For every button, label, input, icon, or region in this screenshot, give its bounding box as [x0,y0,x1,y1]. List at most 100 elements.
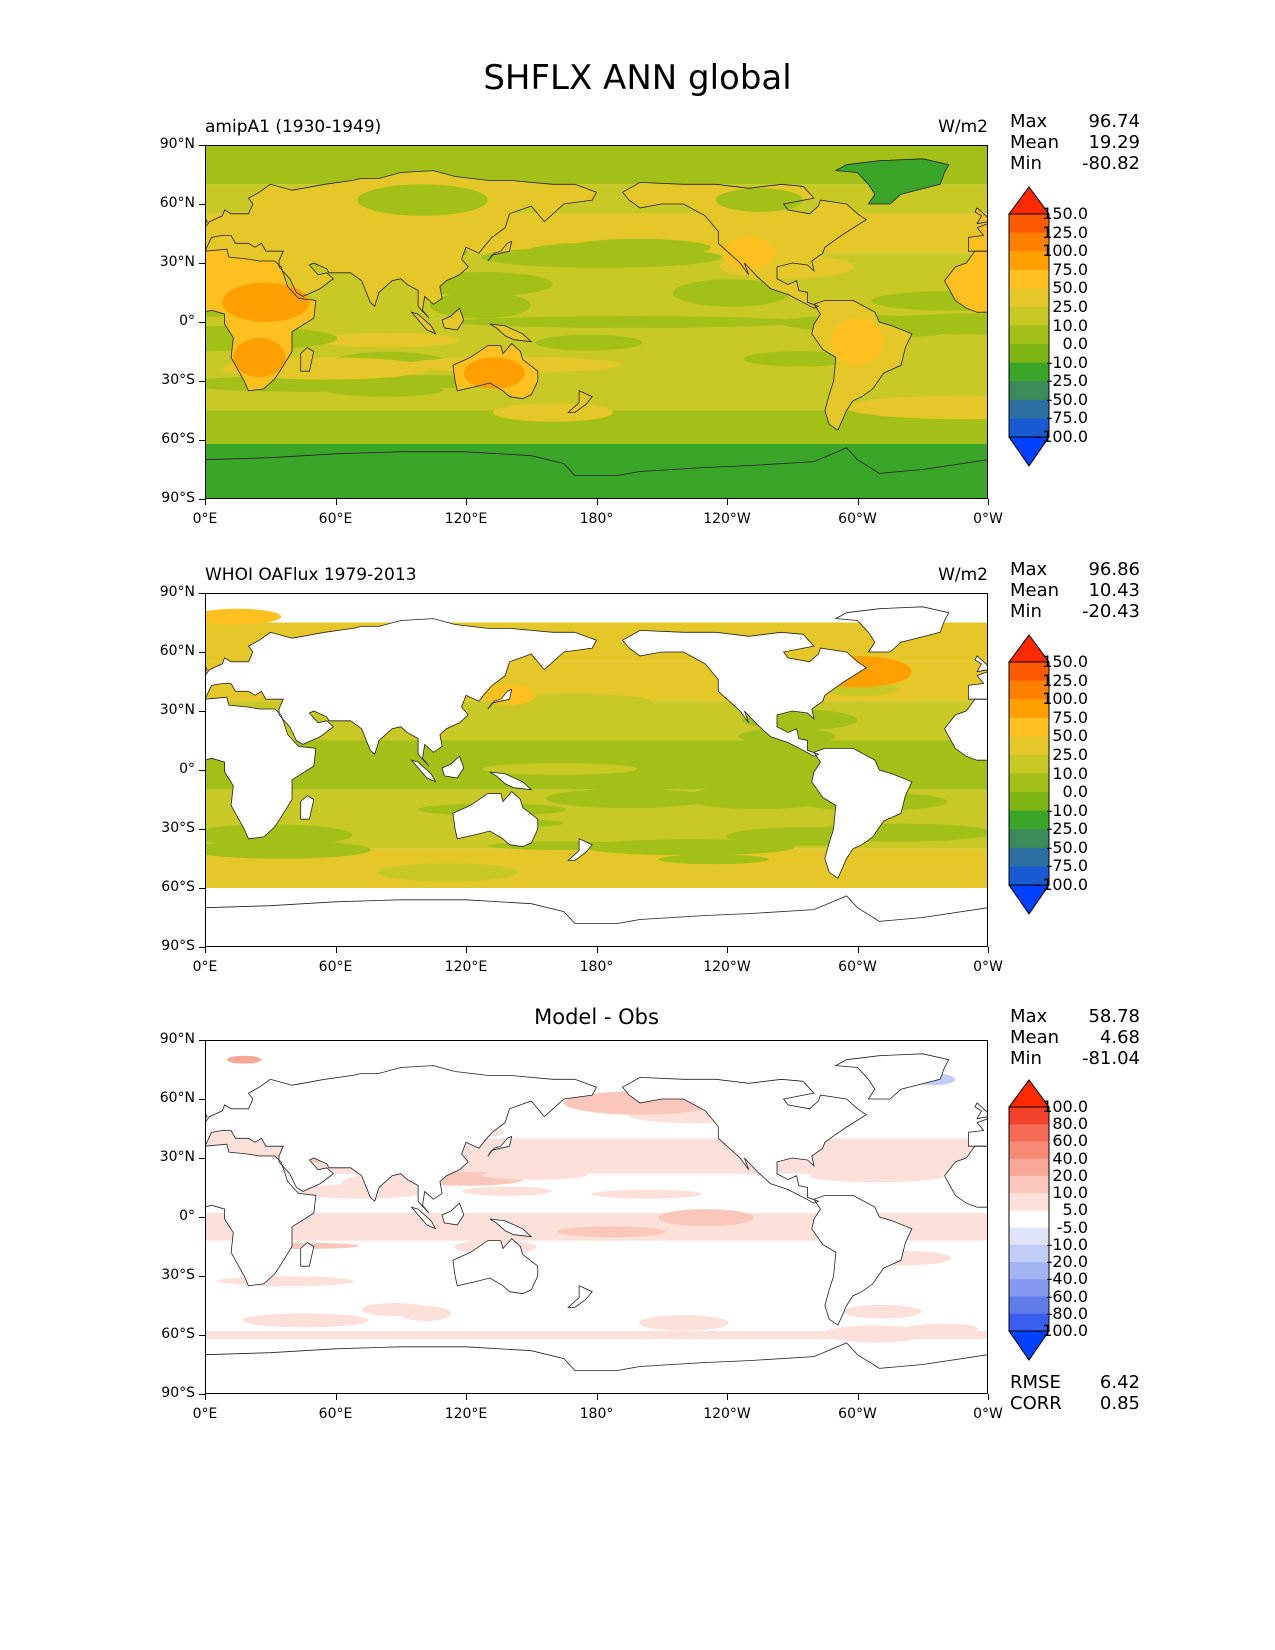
xtick-mark-obs [466,947,467,953]
map-panel-obs [205,593,988,947]
ytick-mark-obs [199,652,205,653]
xtick-mark-diff [988,1394,989,1400]
colorbar-outline [1008,661,1050,886]
ytick-mark-model [199,322,205,323]
panel-title-obs: WHOI OAFlux 1979-2013 [205,565,417,585]
diff-patch-positive [658,1209,754,1227]
ytick-label-diff: 30°S [161,1267,195,1283]
stat-value: -81.04 [1081,1048,1140,1069]
land-cool-siberia [357,184,488,216]
panel-units-obs: W/m2 [938,565,988,585]
ocean-patch [743,351,855,367]
ocean-patch [314,333,460,348]
coastline-wrap-1 [968,671,988,700]
land-mask-wrap-1 [968,671,988,700]
coastline-namerica [621,1076,867,1204]
xtick-label-diff: 0°W [973,1406,1003,1422]
xtick-mark-model [988,499,989,505]
stat-value: 0.85 [1099,1393,1140,1414]
xtick-label-model: 0°E [192,511,218,527]
land-field-wrap-0 [944,251,988,313]
ytick-label-model: 30°N [159,254,195,270]
colorbar-swatch [1009,399,1049,419]
colorbar-outline [1008,1106,1050,1332]
ocean-patch [205,840,371,859]
ytick-mark-obs [199,593,205,594]
xtick-mark-diff [596,1394,598,1400]
colorbar-swatch [1009,847,1049,867]
stat-mean-model: Mean 19.29 [1010,132,1140,153]
ytick-mark-model [199,263,205,264]
ocean-patch [584,839,795,856]
colorbar-label-diff: -10.0 [1046,1234,1088,1254]
map-panel-diff [205,1040,988,1394]
land-hotspot-australia [463,357,525,389]
coastline-uk [205,1102,208,1120]
xtick-mark-model [335,499,337,505]
ytick-mark-diff [199,1099,205,1100]
land-mask-australia [452,791,538,847]
land-cool-canada [716,188,804,212]
coastline-sumatra [410,1206,437,1230]
ytick-label-obs: 60°S [161,879,195,895]
colorbar-label-model: 75.0 [1052,259,1088,279]
panel-title-model: amipA1 (1930-1949) [205,117,382,137]
land-field-antarctica [205,447,988,499]
land-hotspot-brazil [831,318,884,366]
colorbar-outline [1008,213,1050,438]
colorbar-swatch [1009,773,1049,793]
xtick-label-model: 60°E [318,511,353,527]
land-mask-samerica [811,748,912,879]
coastline-newguinea [489,771,533,791]
coastline-wrap-0 [944,250,988,313]
land-mask-newguinea [489,772,532,790]
stat-value: 19.29 [1088,132,1140,153]
land-mask-wrap-0 [944,1146,988,1208]
ytick-mark-diff [199,1040,205,1041]
land-hotspot-sw-usa [722,237,775,269]
diff-patch-positive [242,1313,369,1328]
colorbar-swatch [1009,344,1049,364]
ocean-patch [496,693,652,709]
coastline-sumatra [410,759,437,783]
land-mask-africa [205,1144,316,1286]
ytick-mark-diff [199,1158,205,1159]
land-mask-wrap-2 [974,1102,988,1119]
coastline-madagascar [300,1242,315,1267]
colorbar-obs [1008,634,1050,919]
stat-value: 96.74 [1088,111,1140,132]
colorbar-swatch [1009,717,1049,737]
ytick-label-obs: 60°N [159,643,195,659]
coastline-antarctica [205,1342,988,1394]
diff-patch-barents [226,1055,262,1064]
xtick-label-diff: 60°E [318,1406,353,1422]
colorbar-swatch [1009,1175,1049,1194]
stat-value: 10.43 [1088,580,1140,601]
land-hotspot-southern-africa [233,337,286,378]
land-field-wrap-1 [968,223,988,252]
ytick-mark-obs [199,888,205,889]
colorbar-label-model: 10.0 [1052,315,1088,335]
colorbar-swatch [1009,1193,1049,1211]
coastline-namerica [621,629,867,757]
xtick-mark-model [727,499,728,505]
stat-rmse-diff: RMSE 6.42 [1010,1372,1140,1393]
xtick-mark-model [205,499,206,505]
land-field-sumatra [411,312,436,334]
coastline-antarctica [205,447,988,499]
coastline-samerica [811,748,913,879]
colorbar-label-diff: 5.0 [1062,1200,1088,1220]
ytick-mark-obs [199,947,205,948]
colorbar-label-diff: 10.0 [1052,1183,1088,1203]
xtick-label-diff: 120°W [703,1406,751,1422]
diff-patch-positive [481,1170,588,1180]
coastline-eurasia [205,1065,598,1214]
ytick-mark-model [199,499,205,500]
coastline-samerica [811,300,913,431]
stat-mean-obs: Mean 10.43 [1010,580,1140,601]
colorbar-swatch [1009,866,1049,886]
diff-patch-positive [557,1226,666,1238]
colorbar-swatch [1009,1244,1049,1263]
diff-patch-positive [591,1189,703,1199]
coastline-wrap-1 [968,1118,988,1147]
